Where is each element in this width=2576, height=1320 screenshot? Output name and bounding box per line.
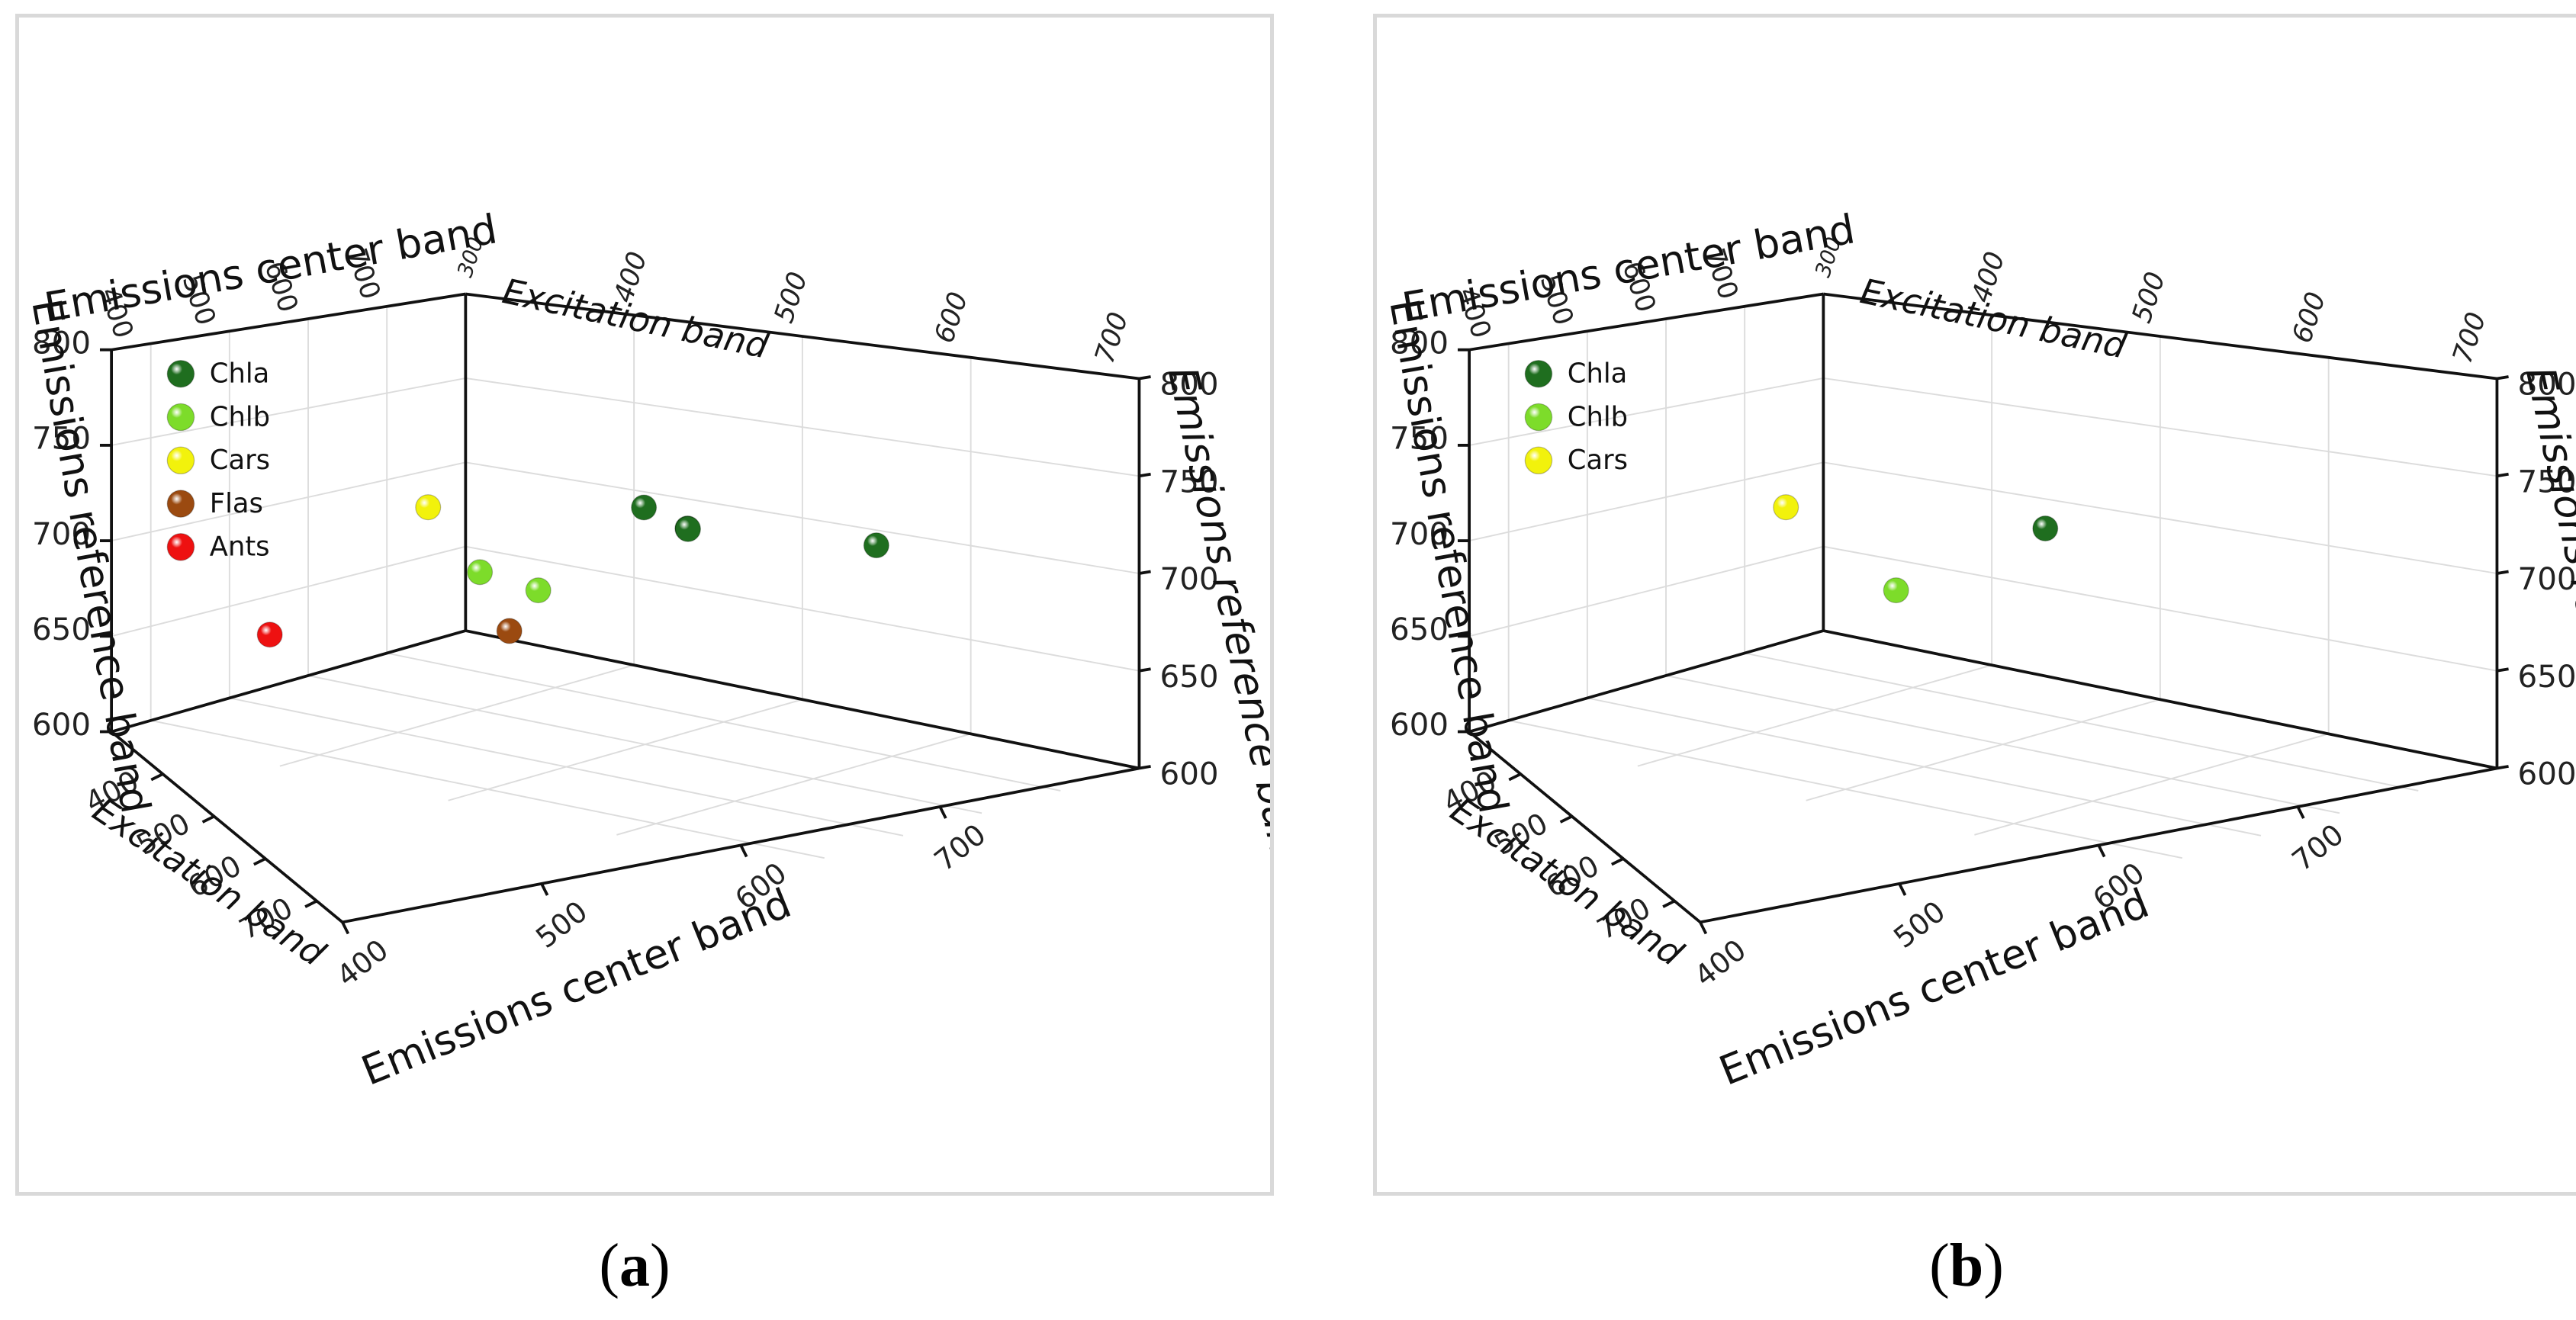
chart-panel-a: 600 650 700 750 800 600 650 700 750 800 400 500 600 7…: [15, 14, 1274, 1196]
axis-title-center-top: Emissions center band: [41, 206, 500, 331]
caption-b-open: (: [1929, 1232, 1950, 1299]
tick-label-center-front-500: 500: [529, 894, 593, 955]
legend-label-chlb: Chlb: [1568, 401, 1628, 432]
data-point-chla-3: [631, 494, 658, 521]
data-point-flas-1: [496, 618, 523, 644]
legend-swatch-chlb: [1524, 403, 1553, 432]
caption-b-letter: b: [1949, 1232, 1984, 1299]
legend-label-chla: Chla: [210, 358, 269, 390]
tick-label-reference-left-600: 600: [32, 707, 91, 743]
tick-label-reference-right-750: 750: [2518, 464, 2576, 499]
tick-label-reference-left-800: 800: [32, 325, 91, 361]
legend: Chla Chlb Cars Flas Ants: [166, 358, 270, 563]
tick-label-reference-right-700: 700: [2518, 561, 2576, 597]
caption-a: (a): [558, 1232, 711, 1301]
data-point-chlb-2: [525, 577, 552, 604]
legend-label-chla: Chla: [1568, 358, 1628, 390]
data-points: [256, 494, 889, 648]
tick-marks: [99, 348, 1151, 935]
scatter3d-chart-a: 600 650 700 750 800 600 650 700 750 800 400 500 600 7…: [22, 206, 1270, 1095]
data-point-cars-1: [1773, 494, 1799, 521]
data-point-ants-1: [256, 621, 283, 648]
tick-label-excitation-top-600: 600: [928, 288, 974, 347]
data-point-chla-4: [863, 532, 889, 559]
tick-label-reference-left-750: 750: [1390, 421, 1449, 457]
tick-label-reference-right-700: 700: [1160, 561, 1219, 597]
tick-label-reference-right-600: 600: [2518, 756, 2576, 792]
caption-a-open: (: [599, 1232, 619, 1299]
legend-swatch-cars: [1524, 446, 1553, 475]
tick-label-reference-right-600: 600: [1160, 756, 1219, 792]
tick-label-excitation-top-700: 700: [1089, 308, 1135, 367]
tick-label-reference-left-600: 600: [1390, 707, 1449, 743]
legend-swatch-ants: [166, 533, 195, 561]
data-points: [1773, 494, 2059, 604]
axis-title-reference-right: Emissions reference band: [1159, 363, 1270, 885]
legend-label-cars: Cars: [210, 445, 270, 476]
caption-a-letter: a: [619, 1232, 650, 1299]
axis-title-center-top: Emissions center band: [1399, 206, 1858, 331]
caption-a-close: ): [650, 1232, 671, 1299]
tick-label-reference-right-800: 800: [1160, 367, 1219, 403]
legend-label-chlb: Chlb: [210, 401, 270, 432]
legend-label-cars: Cars: [1568, 445, 1628, 476]
legend-swatch-chla: [166, 359, 195, 388]
legend-swatch-flas: [166, 490, 195, 518]
tick-label-reference-left-800: 800: [1390, 325, 1449, 361]
tick-label-center-front-400: 400: [1688, 933, 1752, 993]
caption-b: (b): [1890, 1232, 2043, 1301]
chart-panel-b: 600 650 700 750 800 600 650 700 750 800 400 500 600 7…: [1373, 14, 2576, 1196]
tick-label-excitation-top-500: 500: [2126, 268, 2172, 327]
legend-swatch-chla: [1524, 359, 1553, 388]
data-point-chlb-1: [1883, 577, 1909, 604]
legend-swatch-chlb: [166, 403, 195, 432]
legend-label-flas: Flas: [210, 488, 263, 519]
tick-label-center-front-700: 700: [928, 817, 992, 878]
data-point-chla-1: [2032, 515, 2059, 542]
tick-label-reference-left-650: 650: [32, 612, 91, 647]
tick-label-reference-right-650: 650: [2518, 659, 2576, 695]
tick-label-reference-right-750: 750: [1160, 464, 1219, 499]
tick-marks: [1457, 348, 2509, 935]
tick-label-reference-left-700: 700: [1390, 516, 1449, 552]
tick-label-excitation-top-700: 700: [2447, 308, 2493, 367]
legend-label-ants: Ants: [210, 532, 270, 563]
tick-label-excitation-top-500: 500: [768, 268, 814, 327]
data-point-cars-1: [415, 494, 442, 521]
tick-label-reference-right-650: 650: [1160, 659, 1219, 695]
axis-title-reference-right: Emissions reference band: [2517, 363, 2576, 885]
tick-label-center-front-400: 400: [330, 933, 394, 993]
tick-label-excitation-top-600: 600: [2286, 288, 2332, 347]
tick-label-reference-right-800: 800: [2518, 367, 2576, 403]
caption-b-close: ): [1983, 1232, 2004, 1299]
tick-label-reference-left-750: 750: [32, 421, 91, 457]
legend: Chla Chlb Cars: [1524, 358, 1628, 476]
scatter3d-chart-b: 600 650 700 750 800 600 650 700 750 800 400 500 600 7…: [1380, 206, 2576, 1095]
tick-label-center-front-500: 500: [1887, 894, 1951, 955]
tick-label-reference-left-700: 700: [32, 516, 91, 552]
tick-label-center-front-700: 700: [2286, 817, 2350, 878]
data-point-chlb-1: [467, 559, 494, 586]
data-point-chla-2: [674, 515, 702, 542]
legend-swatch-cars: [166, 446, 195, 475]
tick-label-reference-left-650: 650: [1390, 612, 1449, 647]
